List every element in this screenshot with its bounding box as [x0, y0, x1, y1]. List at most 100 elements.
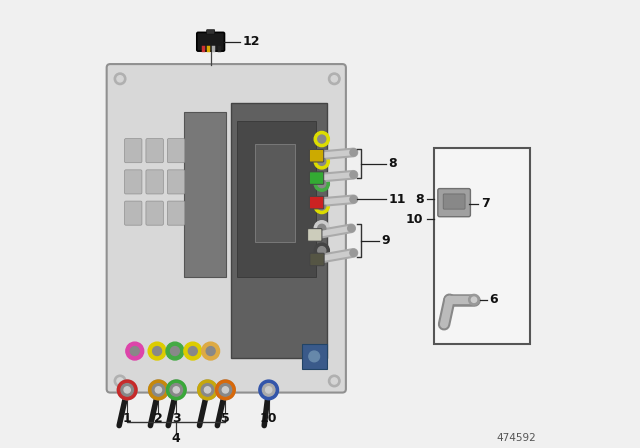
Circle shape — [219, 383, 232, 396]
Circle shape — [124, 387, 131, 393]
FancyBboxPatch shape — [167, 170, 185, 194]
Circle shape — [117, 76, 123, 82]
Circle shape — [314, 198, 330, 214]
Circle shape — [166, 342, 184, 360]
Text: 8: 8 — [388, 157, 396, 170]
FancyBboxPatch shape — [308, 228, 322, 241]
Circle shape — [309, 351, 319, 362]
Circle shape — [202, 342, 220, 360]
FancyBboxPatch shape — [146, 201, 163, 225]
Circle shape — [115, 375, 126, 387]
Circle shape — [328, 73, 340, 85]
Bar — [302, 345, 326, 369]
FancyBboxPatch shape — [107, 64, 346, 392]
Circle shape — [331, 378, 337, 384]
FancyBboxPatch shape — [167, 201, 185, 225]
Circle shape — [131, 347, 140, 356]
FancyBboxPatch shape — [167, 138, 185, 163]
Circle shape — [117, 380, 137, 400]
Circle shape — [152, 383, 164, 396]
Circle shape — [468, 294, 479, 305]
Text: 7: 7 — [481, 197, 490, 210]
Circle shape — [318, 135, 326, 143]
FancyBboxPatch shape — [125, 138, 142, 163]
Circle shape — [184, 342, 202, 360]
Circle shape — [266, 387, 272, 393]
Circle shape — [314, 154, 330, 169]
FancyBboxPatch shape — [146, 170, 163, 194]
Text: 9: 9 — [381, 234, 390, 247]
Text: 4: 4 — [172, 432, 180, 445]
Circle shape — [318, 157, 326, 165]
Circle shape — [166, 380, 186, 400]
FancyBboxPatch shape — [443, 194, 465, 209]
Text: 8: 8 — [415, 193, 424, 206]
Circle shape — [350, 171, 357, 178]
Circle shape — [318, 202, 326, 210]
Bar — [184, 112, 227, 277]
Circle shape — [471, 297, 477, 302]
Circle shape — [148, 380, 168, 400]
Text: 12: 12 — [243, 35, 260, 48]
Circle shape — [318, 246, 326, 254]
Circle shape — [117, 378, 123, 384]
Bar — [255, 143, 296, 242]
Circle shape — [206, 347, 215, 356]
Circle shape — [314, 131, 330, 146]
Circle shape — [216, 380, 235, 400]
Text: 2: 2 — [154, 413, 163, 426]
Circle shape — [350, 249, 357, 256]
Circle shape — [201, 383, 214, 396]
Circle shape — [314, 176, 330, 191]
Circle shape — [216, 380, 235, 400]
FancyBboxPatch shape — [125, 201, 142, 225]
Bar — [237, 121, 316, 277]
Circle shape — [328, 375, 340, 387]
Bar — [231, 103, 326, 358]
Circle shape — [204, 387, 211, 393]
Circle shape — [314, 221, 330, 236]
Circle shape — [126, 342, 144, 360]
FancyBboxPatch shape — [309, 196, 324, 209]
Circle shape — [318, 224, 326, 233]
Text: 1: 1 — [123, 413, 132, 426]
Text: 10: 10 — [260, 413, 277, 426]
Circle shape — [148, 380, 168, 400]
Circle shape — [331, 76, 337, 82]
Circle shape — [117, 380, 137, 400]
Circle shape — [350, 149, 357, 156]
Circle shape — [222, 387, 228, 393]
Circle shape — [156, 387, 161, 393]
Bar — [434, 148, 530, 345]
Circle shape — [259, 380, 278, 400]
FancyBboxPatch shape — [125, 170, 142, 194]
Circle shape — [166, 380, 186, 400]
FancyBboxPatch shape — [310, 253, 324, 266]
Circle shape — [115, 73, 126, 85]
Text: 10: 10 — [406, 213, 424, 226]
Text: 474592: 474592 — [497, 434, 536, 444]
FancyBboxPatch shape — [309, 172, 324, 184]
Circle shape — [188, 347, 197, 356]
FancyBboxPatch shape — [207, 30, 214, 34]
Text: 6: 6 — [490, 293, 498, 306]
Text: 3: 3 — [172, 413, 180, 426]
Circle shape — [152, 347, 161, 356]
Text: 5: 5 — [221, 413, 230, 426]
Circle shape — [348, 225, 355, 232]
FancyBboxPatch shape — [438, 189, 470, 217]
Circle shape — [314, 243, 330, 258]
FancyBboxPatch shape — [197, 32, 225, 51]
FancyBboxPatch shape — [309, 150, 324, 162]
Circle shape — [318, 180, 326, 188]
Circle shape — [148, 342, 166, 360]
Circle shape — [170, 383, 182, 396]
Circle shape — [350, 196, 357, 203]
Circle shape — [198, 380, 218, 400]
Circle shape — [198, 380, 218, 400]
FancyBboxPatch shape — [146, 138, 163, 163]
Circle shape — [170, 347, 179, 356]
Text: 11: 11 — [388, 193, 406, 206]
Circle shape — [262, 383, 275, 396]
Circle shape — [173, 387, 179, 393]
